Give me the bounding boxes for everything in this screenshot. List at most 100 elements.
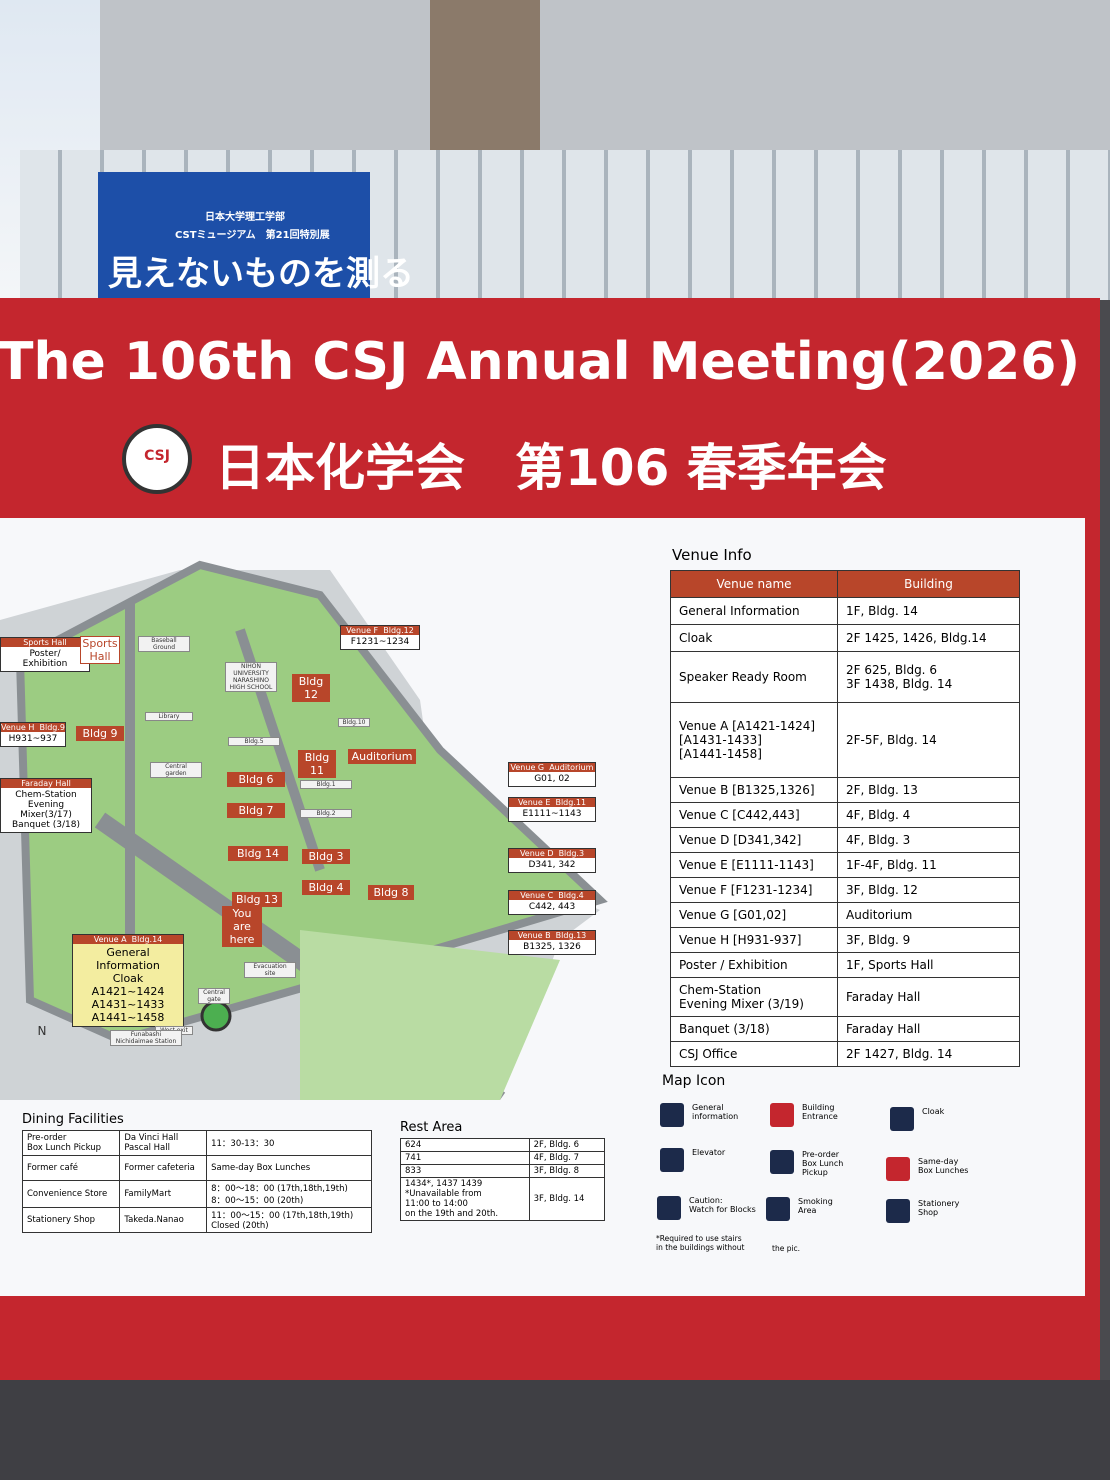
building-label: Bldg 12 xyxy=(292,674,330,702)
building-label: You are here xyxy=(222,906,262,947)
map-callout: Venue D Bldg.3 D341, 342 xyxy=(508,848,596,873)
table-cell: Venue C [C442,443] xyxy=(670,802,838,828)
icon-label: Building Entrance xyxy=(802,1103,838,1121)
table-cell: Former cafeteria xyxy=(119,1155,208,1181)
table-cell: 2F-5F, Bldg. 14 xyxy=(837,702,1020,778)
icon-note: the pic. xyxy=(772,1244,801,1253)
table-cell: Stationery Shop xyxy=(21,1207,121,1233)
building-label: Bldg 13 xyxy=(232,892,282,907)
table-row: Venue E [E1111-1143] 1F-4F, Bldg. 11 xyxy=(670,852,1020,878)
map-icon xyxy=(770,1150,794,1174)
banner-text: CSTミュージアム 第21回特別展 xyxy=(175,230,330,241)
table-cell: Venue G [G01,02] xyxy=(670,902,838,928)
table-cell: Da Vinci Hall Pascal Hall xyxy=(119,1130,208,1156)
table-row: Chem-Station Evening Mixer (3/19) Faraday… xyxy=(670,977,1020,1017)
table-row: Venue D [D341,342] 4F, Bldg. 3 xyxy=(670,827,1020,853)
section-heading: Dining Facilities xyxy=(22,1112,124,1127)
section-heading: Venue Info xyxy=(672,546,752,564)
callout-title: Venue D Bldg.3 xyxy=(509,849,595,858)
map-callout: Venue G Auditorium G01, 02 xyxy=(508,762,596,787)
table-cell: Venue E [E1111-1143] xyxy=(670,852,838,878)
table-cell: 3F, Bldg. 14 xyxy=(528,1177,606,1221)
table-row: Banquet (3/18) Faraday Hall xyxy=(670,1016,1020,1042)
table-row: 1434*, 1437 1439 *Unavailable from 11:00… xyxy=(400,1177,606,1221)
banner-text: 日本大学理工学部 xyxy=(205,212,285,223)
icon-label: General information xyxy=(692,1103,739,1121)
table-cell: Venue B [B1325,1326] xyxy=(670,777,838,803)
table-cell: 8：00～18：00 (17th,18th,19th) 8：00～15：00 (… xyxy=(206,1180,372,1208)
map-icon xyxy=(886,1157,910,1181)
table-row: General Information 1F, Bldg. 14 xyxy=(670,597,1020,625)
map-label: NIHON UNIVERSITY NARASHINO HIGH SCHOOL xyxy=(225,662,277,692)
map-callout: Venue F Bldg.12 F1231~1234 xyxy=(340,625,420,650)
table-header: Venue name Building xyxy=(670,570,1020,598)
callout-text: Poster/ Exhibition xyxy=(22,649,68,669)
callout-text: F1231~1234 xyxy=(350,637,410,647)
map-label: Central garden xyxy=(150,762,202,778)
callout-title: Venue B Bldg.13 xyxy=(509,931,595,940)
callout-text: Chem-Station Evening Mixer(3/17) Banquet… xyxy=(12,790,80,830)
column-header: Venue name xyxy=(670,570,838,598)
map-icon xyxy=(657,1196,681,1220)
building-label: Bldg 9 xyxy=(76,726,124,741)
map-icon xyxy=(766,1197,790,1221)
table-cell: Auditorium xyxy=(837,902,1020,928)
table-cell: 2F 1427, Bldg. 14 xyxy=(837,1041,1020,1067)
table-row: Stationery Shop Takeda.Nanao 11：00～15：00 (… xyxy=(21,1207,372,1233)
callout-title: Venue E Bldg.11 xyxy=(509,798,595,807)
table-cell: Pre-order Box Lunch Pickup xyxy=(21,1130,121,1156)
table-cell: 2F 625, Bldg. 6 3F 1438, Bldg. 14 xyxy=(837,651,1020,703)
table-row: 833 3F, Bldg. 8 xyxy=(400,1164,606,1178)
callout-title: Venue H Bldg.9 xyxy=(1,723,65,732)
building-label: Bldg 6 xyxy=(227,772,285,787)
table-row: Venue B [B1325,1326] 2F, Bldg. 13 xyxy=(670,777,1020,803)
table-cell: 2F, Bldg. 13 xyxy=(837,777,1020,803)
icon-label: Elevator xyxy=(692,1148,726,1157)
icon-label: Pre-order Box Lunch Pickup xyxy=(802,1150,844,1177)
building-label: Bldg 8 xyxy=(368,885,414,900)
map-icon xyxy=(770,1103,794,1127)
table-cell: 4F, Bldg. 3 xyxy=(837,827,1020,853)
table-cell: Venue D [D341,342] xyxy=(670,827,838,853)
map-label: Baseball Ground xyxy=(138,636,190,652)
table-row: Speaker Ready Room 2F 625, Bldg. 6 3F 143… xyxy=(670,651,1020,703)
callout-text: General Information Cloak A1421~1424 A14… xyxy=(91,946,165,1024)
icon-label: Smoking Area xyxy=(798,1197,833,1215)
table-cell: Venue H [H931-937] xyxy=(670,927,838,953)
table-cell: 4F, Bldg. 4 xyxy=(837,802,1020,828)
table-row: Venue A [A1421-1424] [A1431-1433] [A1441… xyxy=(670,702,1020,778)
callout-title: Venue C Bldg.4 xyxy=(509,891,595,900)
map-icon xyxy=(890,1107,914,1131)
table-cell: 11：00～15：00 (17th,18th,19th) Closed (20t… xyxy=(206,1207,372,1233)
map-callout: Venue E Bldg.11 E1111~1143 xyxy=(508,797,596,822)
map-label: N xyxy=(37,1024,47,1038)
callout-text: E1111~1143 xyxy=(522,809,582,819)
callout-text: G01, 02 xyxy=(534,774,570,784)
callout-title: Sports Hall xyxy=(1,638,89,647)
table-cell: Speaker Ready Room xyxy=(670,651,838,703)
map-callout: Sports Hall Poster/ Exhibition xyxy=(0,637,90,672)
map-icon xyxy=(660,1148,684,1172)
map-icon xyxy=(886,1199,910,1223)
map-callout: Faraday Hall Chem-Station Evening Mixer(3… xyxy=(0,778,92,833)
table-row: Convenience Store FamilyMart 8：00～18：00 (1… xyxy=(21,1180,372,1208)
table-cell: Faraday Hall xyxy=(837,1016,1020,1042)
table-cell: 3F, Bldg. 12 xyxy=(837,877,1020,903)
title-ja: 日本化学会 第106 春季年会 xyxy=(215,439,887,497)
title-en: The 106th CSJ Annual Meeting(2026) xyxy=(0,332,1081,392)
campus-lower xyxy=(300,930,560,1100)
table-row: Venue H [H931-937] 3F, Bldg. 9 xyxy=(670,927,1020,953)
map-callout: Venue C Bldg.4 C442, 443 xyxy=(508,890,596,915)
table-cell: Same-day Box Lunches xyxy=(206,1155,372,1181)
column-header: Building xyxy=(837,570,1020,598)
table-row: 624 2F, Bldg. 6 xyxy=(400,1138,606,1152)
callout-text: D341, 342 xyxy=(528,860,576,870)
building-label: Bldg 7 xyxy=(227,803,285,818)
building-label: Bldg 3 xyxy=(302,849,350,864)
map-label: Funabashi Nichidaimae Station xyxy=(110,1030,182,1046)
table-row: Former café Former cafeteria Same-day Box … xyxy=(21,1155,372,1181)
table-cell: 11：30-13：30 xyxy=(206,1130,372,1156)
table-row: Venue G [G01,02] Auditorium xyxy=(670,902,1020,928)
dining-table: Pre-order Box Lunch Pickup Da Vinci Hall … xyxy=(21,1130,372,1233)
table-cell: Former café xyxy=(21,1155,121,1181)
